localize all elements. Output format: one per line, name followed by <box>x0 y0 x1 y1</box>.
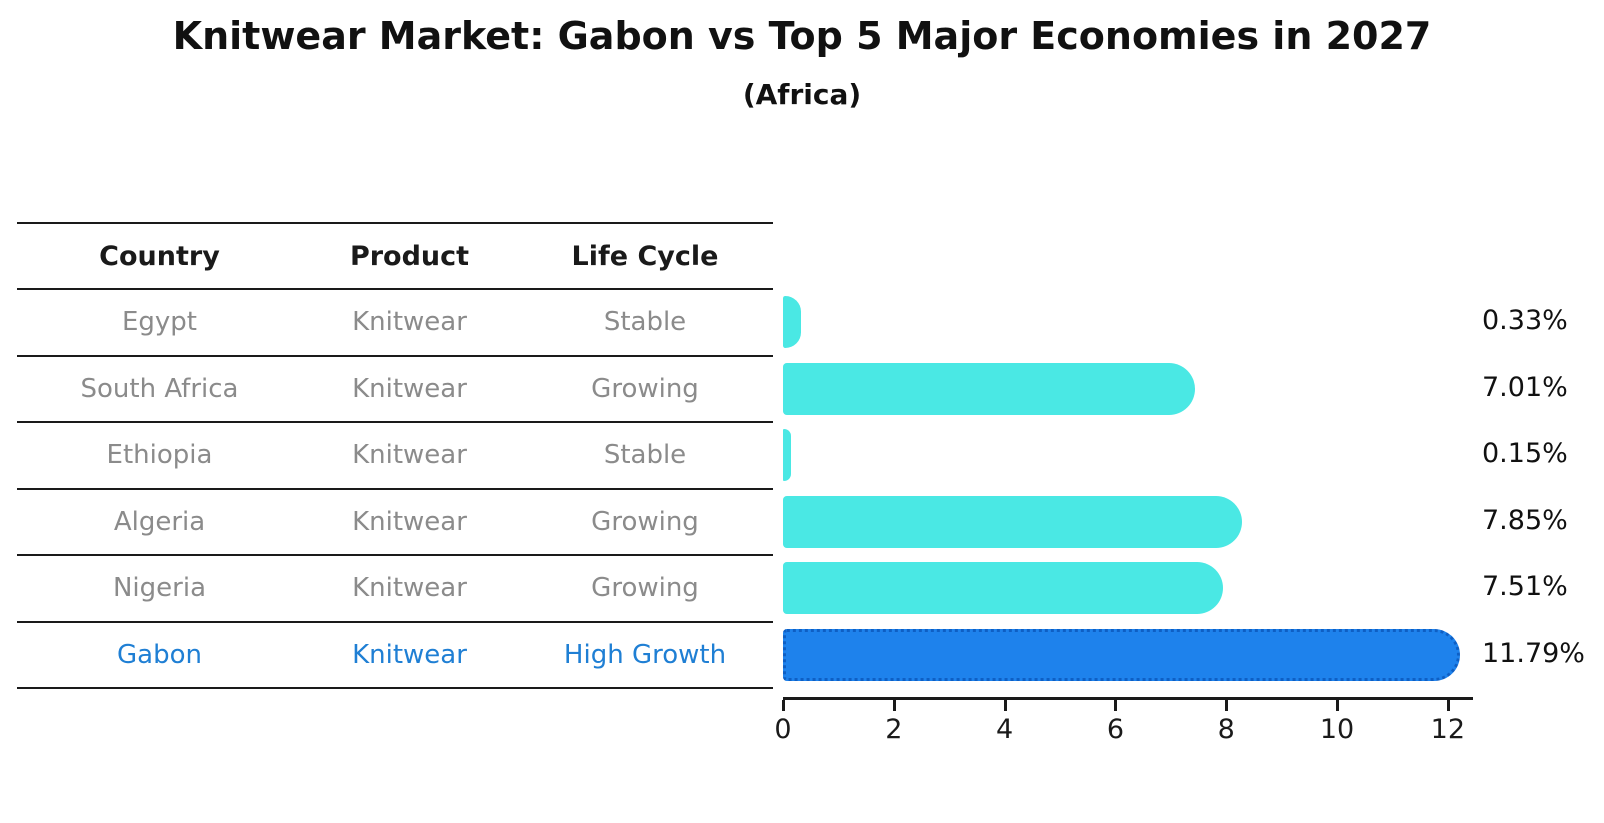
x-tick-label: 6 <box>1106 714 1124 745</box>
x-tick <box>1225 700 1229 711</box>
table-row: Gabon Knitwear High Growth <box>17 623 773 689</box>
table-cell-country: Algeria <box>113 506 206 537</box>
bar-ethiopia <box>783 429 792 482</box>
table-row: Ethiopia Knitwear Stable <box>17 423 773 490</box>
x-tick-label: 4 <box>996 714 1014 745</box>
table-cell-lifecycle: Growing <box>591 506 699 537</box>
bar-algeria <box>783 495 1242 548</box>
x-tick <box>1114 700 1118 711</box>
bar-nigeria <box>783 562 1224 615</box>
country-table: Country Product Life Cycle Egypt Knitwear… <box>17 222 773 689</box>
table-cell-product: Knitwear <box>352 506 467 537</box>
table-header-row: Country Product Life Cycle <box>17 224 773 290</box>
x-tick-label: 0 <box>774 714 792 745</box>
table-cell-country: Nigeria <box>112 573 207 604</box>
x-tick <box>892 700 896 711</box>
table-cell-product: Knitwear <box>352 573 467 604</box>
chart-title: Knitwear Market: Gabon vs Top 5 Major Ec… <box>172 14 1432 58</box>
table-header-country: Country <box>99 240 220 272</box>
bar-value-label: 0.33% <box>1482 305 1568 337</box>
x-tick-label: 12 <box>1430 714 1465 745</box>
x-tick <box>1003 700 1007 711</box>
bar-south-africa <box>783 362 1196 415</box>
bar-value-label: 0.15% <box>1482 438 1568 470</box>
x-axis-line <box>783 697 1473 700</box>
table-cell-lifecycle: High Growth <box>563 639 727 670</box>
table-cell-lifecycle: Stable <box>603 307 687 338</box>
table-cell-product: Knitwear <box>352 373 467 404</box>
table-header-lifecycle: Life Cycle <box>571 240 719 272</box>
table-cell-product: Knitwear <box>352 639 467 670</box>
table-cell-country: Ethiopia <box>106 440 213 471</box>
chart-subtitle: (Africa) <box>742 78 862 111</box>
table-header-product: Product <box>349 240 470 272</box>
x-tick <box>782 700 785 711</box>
table-row: South Africa Knitwear Growing <box>17 357 773 423</box>
table-cell-lifecycle: Stable <box>603 440 687 471</box>
table-row: Algeria Knitwear Growing <box>17 490 773 556</box>
bar-plot: 0 2 4 6 8 10 12 <box>774 222 1483 782</box>
table-cell-country: Gabon <box>117 639 202 670</box>
table-row: Nigeria Knitwear Growing <box>17 556 773 623</box>
table-row: Egypt Knitwear Stable <box>17 290 773 357</box>
table-cell-product: Knitwear <box>352 440 467 471</box>
table-body: Egypt Knitwear Stable South Africa Knitwear G… <box>17 290 773 689</box>
bar-value-label: 7.51% <box>1482 571 1568 603</box>
bar-value-label: 7.01% <box>1482 371 1568 403</box>
x-tick <box>1336 700 1340 711</box>
x-tick-label: 10 <box>1319 714 1355 745</box>
bar-gabon-highlighted <box>783 628 1461 681</box>
bar-egypt <box>783 296 802 349</box>
table-cell-country: South Africa <box>80 373 239 404</box>
x-tick-label: 8 <box>1217 714 1235 745</box>
x-tick <box>1446 700 1450 711</box>
bar-value-label: 11.79% <box>1482 637 1585 669</box>
table-cell-country: Egypt <box>121 307 198 338</box>
bar-value-label: 7.85% <box>1482 504 1568 536</box>
table-cell-product: Knitwear <box>352 307 467 338</box>
table-cell-lifecycle: Growing <box>591 573 699 604</box>
table-cell-lifecycle: Growing <box>591 373 699 404</box>
x-tick-label: 2 <box>885 714 903 745</box>
